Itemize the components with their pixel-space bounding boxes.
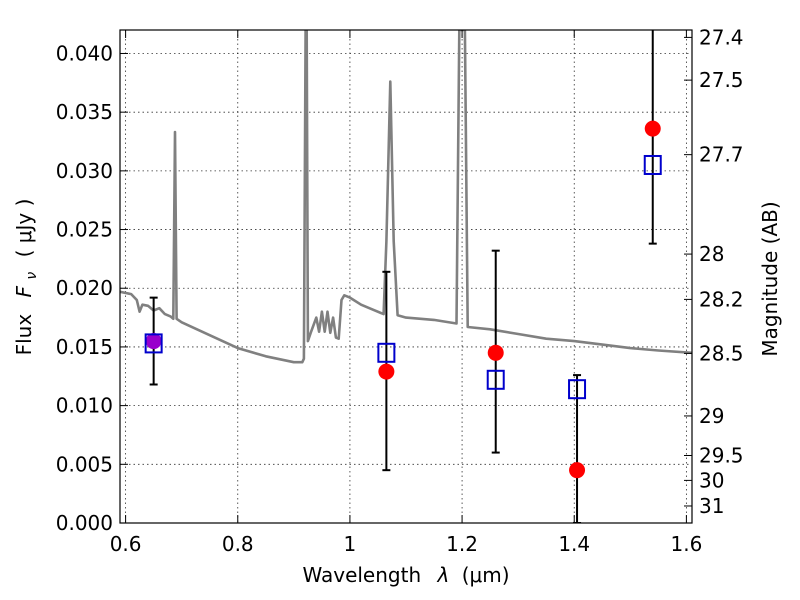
observed-layer <box>145 120 661 479</box>
y-tick-label: 0.000 <box>56 511 113 535</box>
y2-tick-label: 29 <box>699 404 724 428</box>
y-axis-label: Flux F ν ( μJy ) <box>12 199 41 356</box>
model-layer <box>144 154 662 400</box>
plot-frame <box>119 29 693 524</box>
model-point <box>568 379 587 400</box>
x-axis-unit: (μm) <box>462 563 510 587</box>
y2-tick-label: 27.5 <box>699 68 744 92</box>
y-tick-label: 0.005 <box>56 452 113 476</box>
y-tick-label: 0.010 <box>56 394 113 418</box>
y2-tick-label: 31 <box>699 494 724 518</box>
x-tick-label: 1.6 <box>670 532 702 556</box>
y2-tick-label: 28 <box>699 242 724 266</box>
spectrum-line <box>120 30 692 364</box>
x-tick-label: 1 <box>344 532 357 556</box>
model-point <box>377 342 396 363</box>
observed-point <box>145 333 162 350</box>
model-point <box>144 333 163 354</box>
x-tick-label: 0.8 <box>222 532 254 556</box>
spectrum-layer <box>120 30 692 364</box>
model-point <box>643 154 662 175</box>
y2-tick-label: 28.2 <box>699 287 744 311</box>
y-axis-unit: ( μJy ) <box>12 199 36 258</box>
observed-point <box>378 363 395 380</box>
y2-tick-label: 28.5 <box>699 341 744 365</box>
y2-tick-label: 29.5 <box>699 444 744 468</box>
x-tick-label: 1.2 <box>446 532 478 556</box>
y2-tick-label: 27.4 <box>699 25 744 49</box>
y-tick-label: 0.020 <box>56 276 113 300</box>
y2-tick-label: 30 <box>699 468 724 492</box>
x-axis-label: Wavelength λ (μm) <box>302 563 509 587</box>
observed-point <box>644 120 661 137</box>
model-point <box>486 369 505 390</box>
y-axis-title: Flux <box>12 314 36 356</box>
y2-axis-label: Magnitude (AB) <box>758 201 782 356</box>
y-tick-label: 0.015 <box>56 335 113 359</box>
y-axis-symbol: F <box>12 285 36 297</box>
y-tick-label: 0.040 <box>56 41 113 65</box>
x-axis-title: Wavelength <box>302 563 421 587</box>
x-tick-label: 0.6 <box>110 532 142 556</box>
x-tick-label: 1.4 <box>558 532 590 556</box>
y-tick-label: 0.025 <box>56 218 113 242</box>
y2-tick-label: 27.7 <box>699 143 744 167</box>
y-tick-label: 0.035 <box>56 100 113 124</box>
observed-point <box>487 344 504 361</box>
observed-point <box>569 462 586 479</box>
ticks: 0.6 0.8 1 1.2 1.4 1.6 0.000 0.005 0.010 0.015 0.02… <box>56 25 744 556</box>
y-axis-subscript: ν <box>24 272 40 280</box>
x-axis-symbol: λ <box>437 563 450 587</box>
y-tick-label: 0.030 <box>56 159 113 183</box>
